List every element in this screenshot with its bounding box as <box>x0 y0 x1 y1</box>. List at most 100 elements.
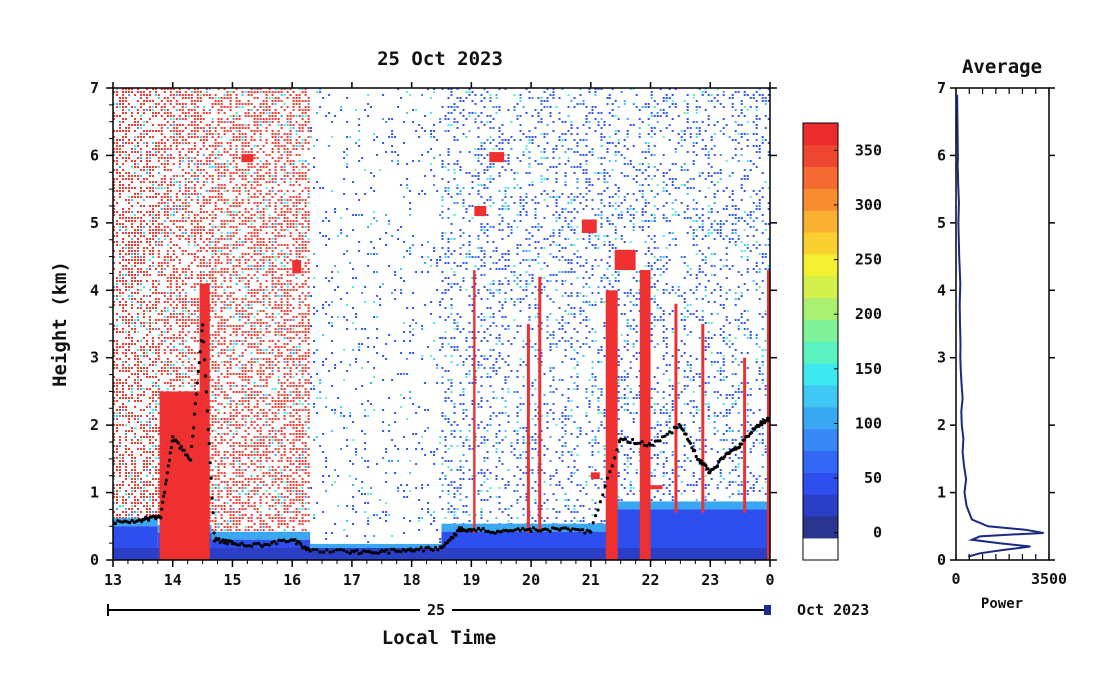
noise-speckle <box>202 139 205 141</box>
noise-speckle <box>125 499 127 501</box>
noise-speckle <box>292 352 295 354</box>
noise-speckle <box>140 394 142 396</box>
noise-speckle <box>247 142 250 144</box>
noise-speckle <box>223 487 226 489</box>
noise-speckle <box>235 526 238 528</box>
noise-speckle <box>250 130 253 132</box>
noise-speckle <box>184 298 187 300</box>
noise-speckle <box>184 142 187 144</box>
noise-speckle <box>238 241 241 243</box>
noise-speckle <box>214 217 217 219</box>
noise-speckle <box>205 130 208 132</box>
noise-speckle <box>229 325 232 327</box>
noise-speckle <box>262 409 265 411</box>
noise-speckle <box>244 493 247 495</box>
noise-speckle <box>208 145 211 147</box>
noise-speckle <box>146 376 148 378</box>
noise-speckle <box>283 394 286 396</box>
noise-speckle <box>140 304 142 306</box>
noise-speckle <box>125 433 127 435</box>
noise-speckle <box>277 352 280 354</box>
noise-speckle <box>226 295 229 297</box>
noise-speckle <box>116 412 118 414</box>
noise-speckle <box>143 220 145 222</box>
noise-speckle <box>155 400 157 402</box>
noise-speckle <box>286 457 289 459</box>
noise-speckle <box>113 424 115 426</box>
noise-speckle <box>131 199 133 201</box>
noise-speckle <box>211 391 214 393</box>
noise-speckle <box>241 373 244 375</box>
noise-speckle <box>131 493 133 495</box>
noise-speckle <box>199 100 202 102</box>
noise-speckle <box>292 166 295 168</box>
noise-speckle <box>211 484 214 486</box>
noise-speckle <box>283 475 286 477</box>
noise-speckle <box>286 307 289 309</box>
noise-speckle <box>223 475 226 477</box>
noise-speckle <box>274 388 277 390</box>
noise-speckle <box>116 106 118 108</box>
noise-speckle <box>220 199 223 201</box>
noise-speckle <box>253 361 256 363</box>
noise-speckle <box>277 124 280 126</box>
noise-speckle <box>122 331 124 333</box>
noise-speckle <box>157 283 160 285</box>
noise-speckle <box>259 427 262 429</box>
noise-speckle <box>149 439 151 441</box>
noise-speckle <box>184 274 187 276</box>
noise-speckle <box>169 154 172 156</box>
noise-speckle <box>113 457 115 459</box>
noise-speckle <box>256 151 259 153</box>
noise-speckle <box>250 526 253 528</box>
noise-speckle <box>152 205 154 207</box>
noise-speckle <box>271 373 274 375</box>
noise-speckle <box>274 412 277 414</box>
noise-speckle <box>193 331 196 333</box>
noise-speckle <box>286 310 289 312</box>
noise-speckle <box>131 151 133 153</box>
noise-speckle <box>220 322 223 324</box>
noise-speckle <box>172 181 175 183</box>
noise-speckle <box>247 238 250 240</box>
noise-speckle <box>256 478 259 480</box>
noise-speckle <box>131 256 133 258</box>
noise-speckle <box>247 304 250 306</box>
noise-speckle <box>196 307 199 309</box>
noise-speckle <box>259 283 262 285</box>
noise-speckle <box>259 268 262 270</box>
noise-speckle <box>253 220 256 222</box>
noise-speckle <box>211 271 214 273</box>
noise-speckle <box>277 325 280 327</box>
noise-speckle <box>175 148 178 150</box>
noise-speckle <box>232 166 235 168</box>
noise-speckle <box>241 307 244 309</box>
noise-speckle <box>244 487 247 489</box>
noise-speckle <box>146 310 148 312</box>
noise-speckle <box>223 337 226 339</box>
noise-speckle <box>149 346 151 348</box>
noise-speckle <box>283 400 286 402</box>
noise-speckle <box>134 160 136 162</box>
noise-speckle <box>292 337 295 339</box>
noise-speckle <box>268 256 271 258</box>
noise-speckle <box>166 319 169 321</box>
noise-speckle <box>131 211 133 213</box>
noise-speckle <box>163 256 166 258</box>
noise-speckle <box>208 88 211 90</box>
noise-speckle <box>238 265 241 267</box>
noise-speckle <box>271 442 274 444</box>
noise-speckle <box>268 262 271 264</box>
noise-speckle <box>140 490 142 492</box>
noise-speckle <box>232 172 235 174</box>
noise-speckle <box>119 295 121 297</box>
noise-speckle <box>119 424 121 426</box>
noise-speckle <box>262 268 265 270</box>
noise-speckle <box>211 529 214 531</box>
noise-speckle <box>238 259 241 261</box>
noise-speckle <box>250 361 253 363</box>
noise-speckle <box>184 301 187 303</box>
noise-speckle <box>271 469 274 471</box>
noise-speckle <box>268 367 271 369</box>
noise-speckle <box>238 460 241 462</box>
